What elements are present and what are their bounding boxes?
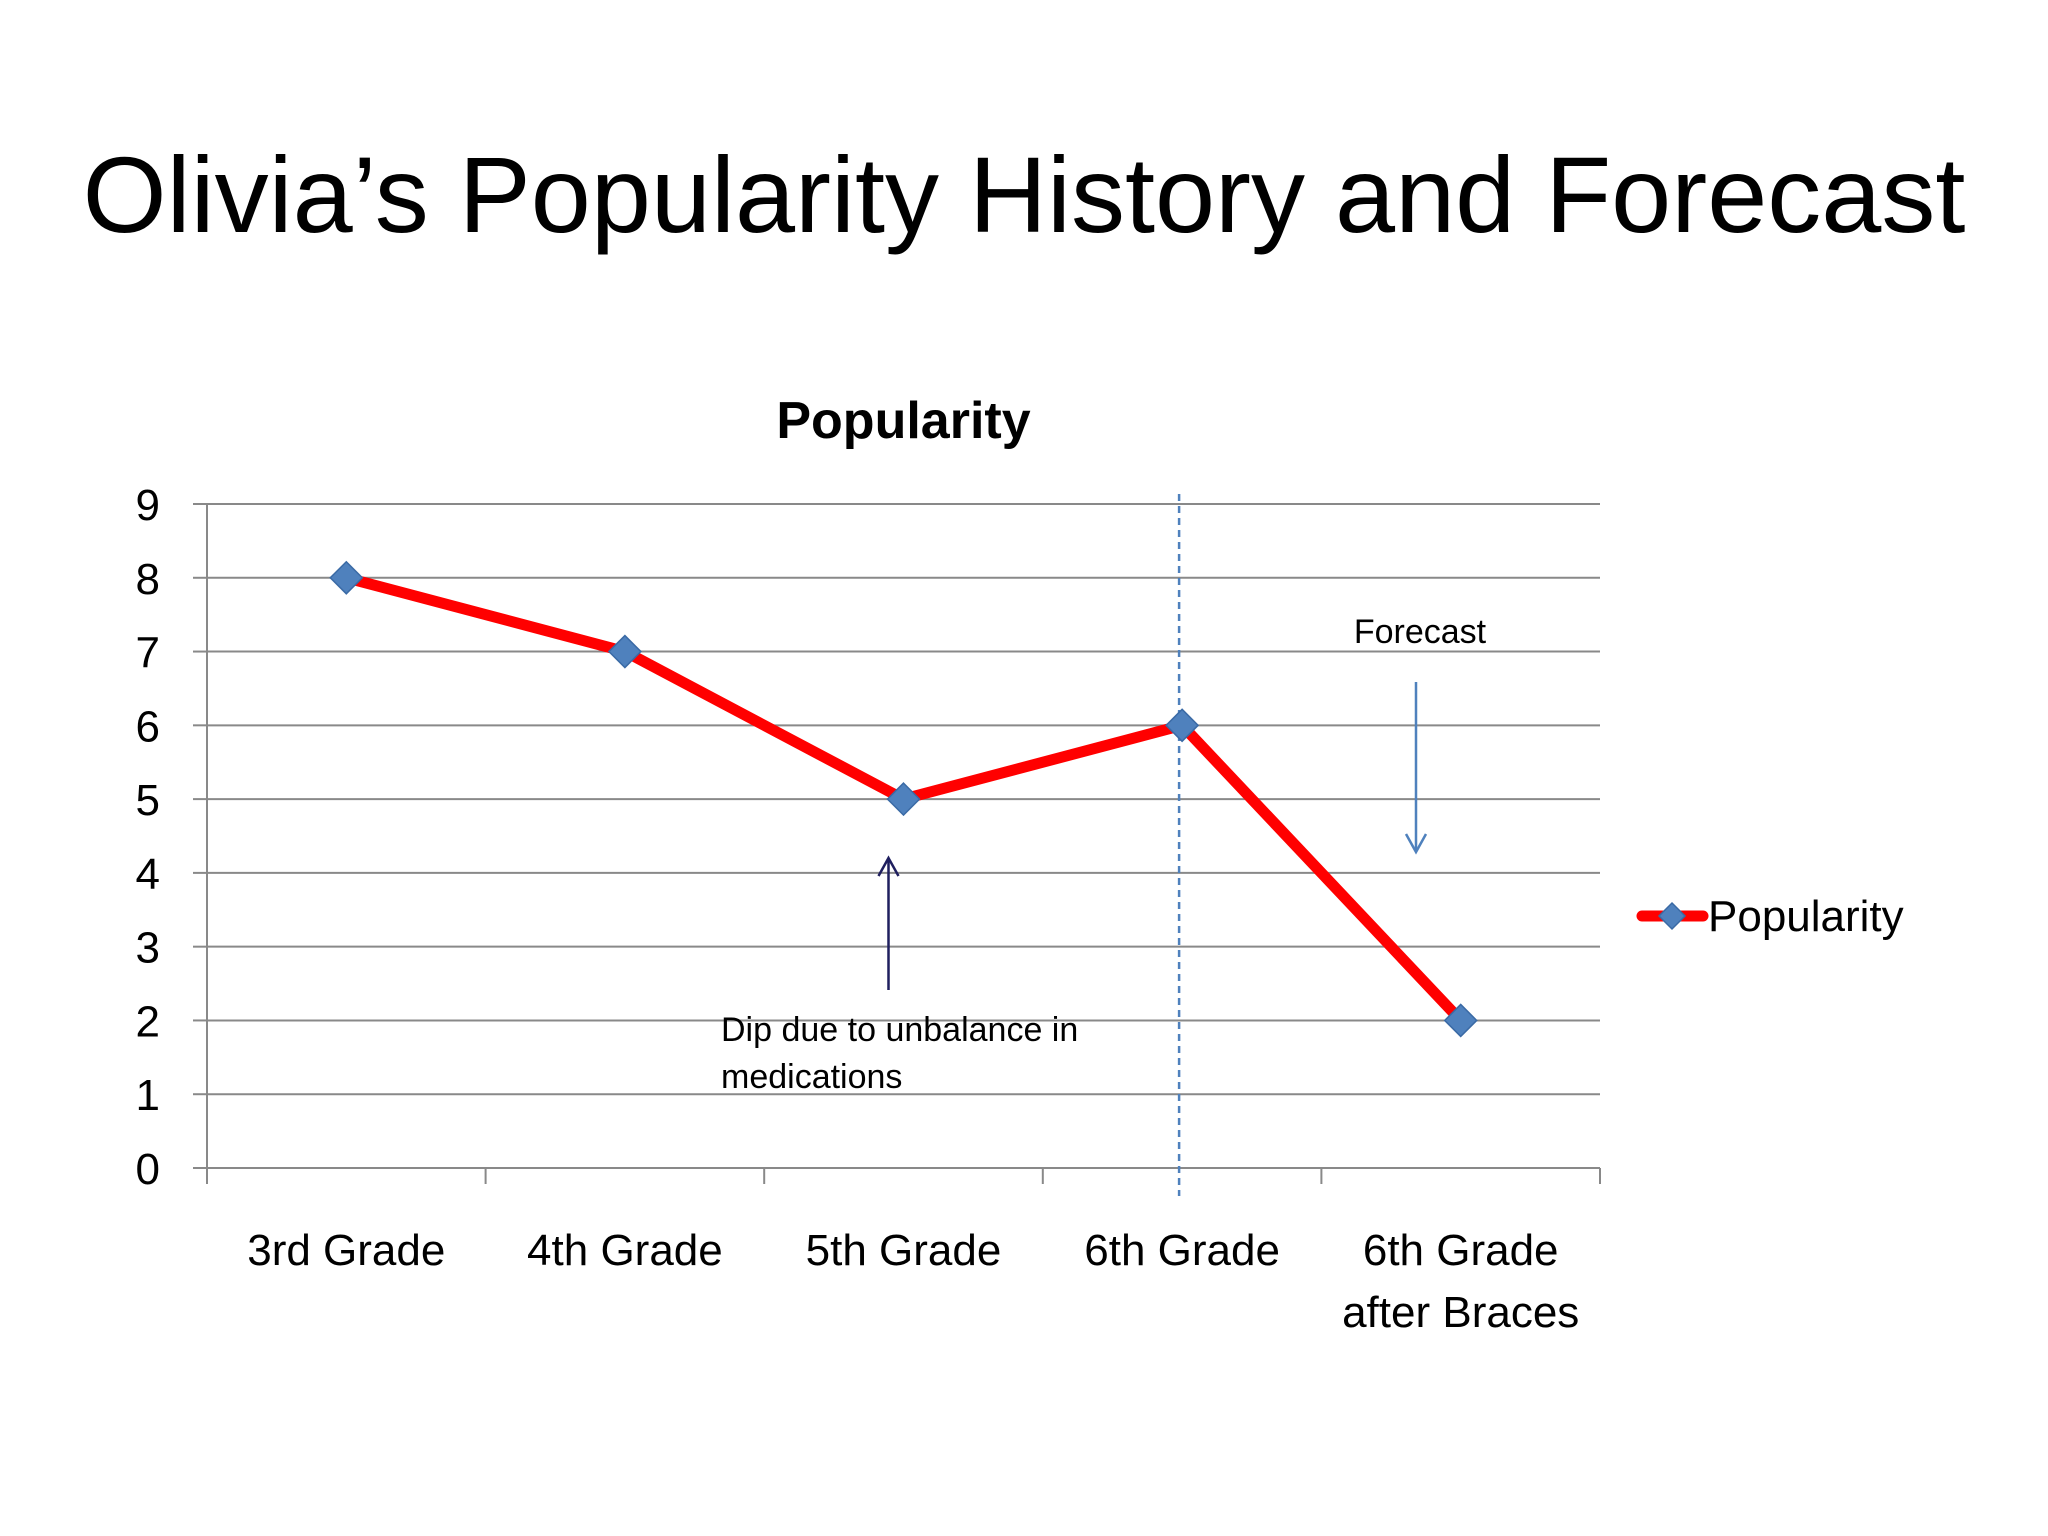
annotation-dip: Dip due to unbalance in medications xyxy=(721,1011,1078,1096)
y-tick-label: 4 xyxy=(136,850,160,899)
annotation-arrowhead-dip xyxy=(877,855,900,877)
y-tick-label: 5 xyxy=(136,776,160,825)
y-tick-label: 6 xyxy=(136,702,160,751)
legend-marker xyxy=(1657,901,1687,931)
data-point xyxy=(1165,708,1200,743)
annotation-forecast: Forecast xyxy=(1354,613,1487,651)
data-point xyxy=(607,634,642,669)
y-tick-label: 3 xyxy=(136,924,160,973)
data-point xyxy=(1443,1003,1478,1038)
x-tick-label: 6th Grade after Braces xyxy=(1342,1226,1579,1337)
legend-label: Popularity xyxy=(1708,892,1904,941)
y-tick-label: 0 xyxy=(136,1145,160,1194)
x-tick-label: 4th Grade xyxy=(527,1226,723,1275)
x-tick-label: 5th Grade xyxy=(806,1226,1002,1275)
data-point xyxy=(886,782,921,817)
annotation-arrowhead-forecast xyxy=(1404,833,1428,855)
y-tick-label: 1 xyxy=(136,1071,160,1120)
data-point xyxy=(329,560,364,595)
y-tick-label: 9 xyxy=(136,481,160,530)
y-tick-label: 7 xyxy=(136,629,160,678)
x-tick-label: 6th Grade xyxy=(1084,1226,1280,1275)
x-tick-label: 3rd Grade xyxy=(247,1226,445,1275)
chart-title: Popularity xyxy=(776,392,1030,450)
slide-title: Olivia’s Popularity History and Forecast xyxy=(82,134,1966,255)
y-tick-label: 2 xyxy=(136,997,160,1046)
y-tick-label: 8 xyxy=(136,555,160,604)
